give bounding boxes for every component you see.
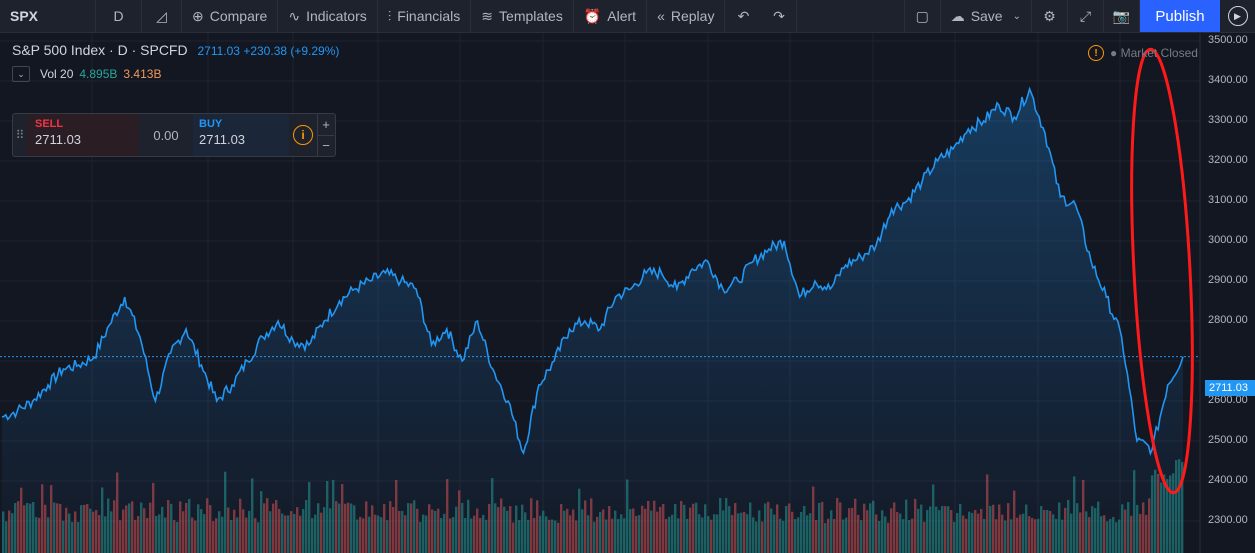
- plus-button[interactable]: +: [322, 116, 330, 132]
- price-line: [1, 86, 1184, 457]
- fullscreen-button[interactable]: ⤢: [1068, 0, 1104, 32]
- templates-button[interactable]: ≋ Templates: [471, 0, 574, 32]
- symbol-title[interactable]: S&P 500 Index · D · SPCFD: [12, 42, 188, 58]
- market-status-label: ● Market Closed: [1110, 46, 1198, 60]
- save-label: Save: [970, 8, 1003, 24]
- volume-value-b: 3.413B: [123, 67, 162, 81]
- area-chart-icon: ◿: [156, 7, 167, 24]
- buy-button[interactable]: BUY 2711.03: [193, 114, 289, 156]
- volume-legend: ⌄ Vol 20 4.895B 3.413B: [12, 66, 161, 82]
- buy-price: 2711.03: [199, 132, 246, 147]
- info-icon: i: [293, 125, 313, 145]
- indicators-icon: ∿: [288, 7, 301, 24]
- volume-label: Vol 20: [40, 67, 74, 81]
- minus-button[interactable]: −: [318, 134, 334, 157]
- financials-icon: ⫶: [387, 7, 392, 24]
- drag-handle-icon[interactable]: ⠿: [15, 128, 25, 142]
- layout-button[interactable]: ▢: [905, 0, 941, 32]
- indicators-button[interactable]: ∿ Indicators: [278, 0, 378, 32]
- redo-button[interactable]: ↷: [761, 0, 798, 32]
- price-area: [2, 89, 1183, 553]
- buy-label: BUY: [199, 118, 223, 130]
- camera-icon: 📷: [1112, 7, 1131, 24]
- chart-style-button[interactable]: ◿: [142, 0, 182, 32]
- volume-value-a: 4.895B: [79, 67, 118, 81]
- square-icon: ▢: [915, 7, 929, 24]
- templates-icon: ≋: [481, 7, 494, 24]
- price-axis-tick: 2900.00: [1208, 274, 1248, 286]
- chart-area[interactable]: 3500.00 3400.00 3300.00 3200.00 3100.00 3000.…: [0, 33, 1255, 553]
- price-axis-tick: 3300.00: [1208, 114, 1248, 126]
- toolbar-spacer: [797, 0, 905, 32]
- rewind-icon: «: [657, 8, 665, 24]
- price-axis-tick: 3200.00: [1208, 154, 1248, 166]
- play-icon: ▶: [1227, 6, 1248, 26]
- replay-label: Replay: [670, 8, 715, 24]
- undo-button[interactable]: ↶: [725, 0, 761, 32]
- price-axis-tick: 2400.00: [1208, 474, 1248, 486]
- redo-icon: ↷: [773, 7, 785, 24]
- indicators-label: Indicators: [306, 8, 367, 24]
- sell-label: SELL: [35, 118, 64, 130]
- templates-label: Templates: [499, 8, 563, 24]
- financials-label: Financials: [397, 8, 461, 24]
- chevron-down-icon: ⌄: [1012, 10, 1021, 22]
- spread-value: 0.00: [153, 127, 179, 143]
- fullscreen-icon: ⤢: [1079, 7, 1092, 24]
- buy-sell-panel: ⠿ SELL 2711.03 0.00 BUY 2711.03 i + −: [12, 113, 336, 157]
- price-axis-tick: 2600.00: [1208, 394, 1248, 406]
- alert-label: Alert: [607, 8, 637, 24]
- plus-circle-icon: ⊕: [192, 7, 204, 24]
- alert-button[interactable]: ⏰ Alert: [574, 0, 648, 32]
- collapse-chevron-icon[interactable]: ⌄: [12, 66, 30, 82]
- replay-button[interactable]: « Replay: [647, 0, 726, 32]
- financials-button[interactable]: ⫶ Financials: [378, 0, 472, 32]
- quantity-stepper: + −: [317, 114, 334, 156]
- chart-legend: S&P 500 Index · D · SPCFD 2711.03 +230.3…: [12, 42, 339, 58]
- highlight-ellipse-annotation: [1130, 47, 1194, 495]
- last-price-label: 2711.03: [1205, 380, 1255, 396]
- snapshot-button[interactable]: 📷: [1104, 0, 1140, 32]
- save-button[interactable]: ☁ Save ⌄: [941, 0, 1032, 32]
- sell-price: 2711.03: [35, 132, 82, 147]
- publish-button[interactable]: Publish: [1140, 0, 1220, 32]
- info-button[interactable]: i: [289, 114, 317, 156]
- undo-icon: ↶: [737, 7, 750, 24]
- price-chart[interactable]: [0, 33, 1255, 553]
- compare-label: Compare: [209, 8, 268, 24]
- price-axis-tick: 3400.00: [1208, 74, 1248, 86]
- price-axis-tick: 2500.00: [1208, 434, 1248, 446]
- top-toolbar: SPX D ◿ ⊕ Compare ∿ Indicators ⫶ Financi…: [0, 0, 1255, 33]
- gear-icon: ⚙: [1043, 7, 1056, 24]
- price-axis-tick: 2300.00: [1208, 514, 1248, 526]
- alarm-clock-icon: ⏰: [583, 7, 602, 24]
- symbol-search-button[interactable]: SPX: [0, 0, 96, 32]
- play-button[interactable]: ▶: [1220, 0, 1255, 32]
- price-axis-tick: 3000.00: [1208, 234, 1248, 246]
- cloud-icon: ☁: [950, 7, 965, 24]
- price-axis-tick: 3500.00: [1208, 34, 1248, 46]
- market-status[interactable]: ! ● Market Closed: [1088, 45, 1198, 61]
- price-axis-tick: 2800.00: [1208, 314, 1248, 326]
- sell-button[interactable]: SELL 2711.03: [27, 114, 139, 156]
- legend-price: 2711.03: [197, 44, 240, 58]
- warning-icon: !: [1088, 45, 1104, 61]
- legend-change: +230.38 (+9.29%): [243, 44, 340, 58]
- price-axis-tick: 3100.00: [1208, 194, 1248, 206]
- settings-button[interactable]: ⚙: [1032, 0, 1068, 32]
- interval-button[interactable]: D: [96, 0, 142, 32]
- compare-button[interactable]: ⊕ Compare: [182, 0, 279, 32]
